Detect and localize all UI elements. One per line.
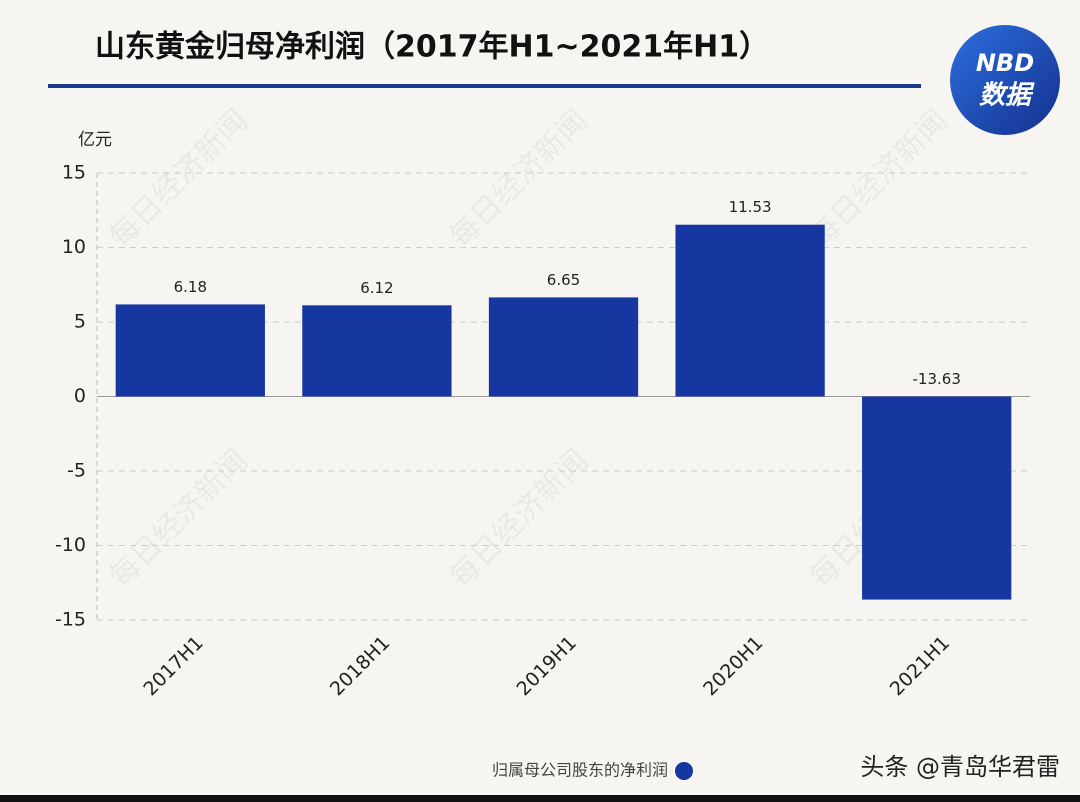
logo-circle bbox=[950, 25, 1060, 135]
legend-label: 归属母公司股东的净利润 bbox=[492, 761, 668, 780]
bar bbox=[488, 297, 639, 397]
value-label: -13.63 bbox=[913, 370, 961, 388]
footer: 头条 @青岛华君雷 bbox=[860, 753, 1060, 781]
chart-title: 山东黄金归母净利润（2017年H1~2021年H1） bbox=[95, 30, 769, 65]
logo-top: NBD bbox=[976, 49, 1034, 77]
value-label: 6.12 bbox=[360, 279, 393, 297]
value-label: 6.18 bbox=[174, 278, 207, 296]
y-tick-label: 15 bbox=[62, 162, 86, 184]
y-tick-label: -10 bbox=[55, 534, 86, 556]
legend-swatch bbox=[675, 762, 693, 780]
y-tick-label: 5 bbox=[74, 311, 86, 333]
y-axis-label: 亿元 bbox=[78, 130, 112, 150]
value-label: 6.65 bbox=[547, 271, 580, 289]
bar bbox=[675, 224, 825, 397]
bar bbox=[862, 396, 1012, 600]
y-tick-label: 10 bbox=[62, 236, 86, 258]
bottom-bar bbox=[0, 795, 1080, 802]
y-tick-label: -15 bbox=[55, 609, 86, 631]
y-tick-label: 0 bbox=[74, 385, 86, 407]
value-label: 11.53 bbox=[729, 198, 772, 216]
logo-bottom: 数据 bbox=[979, 81, 1035, 111]
bar bbox=[115, 304, 265, 397]
bar bbox=[302, 305, 452, 397]
y-tick-label: -5 bbox=[67, 460, 86, 482]
